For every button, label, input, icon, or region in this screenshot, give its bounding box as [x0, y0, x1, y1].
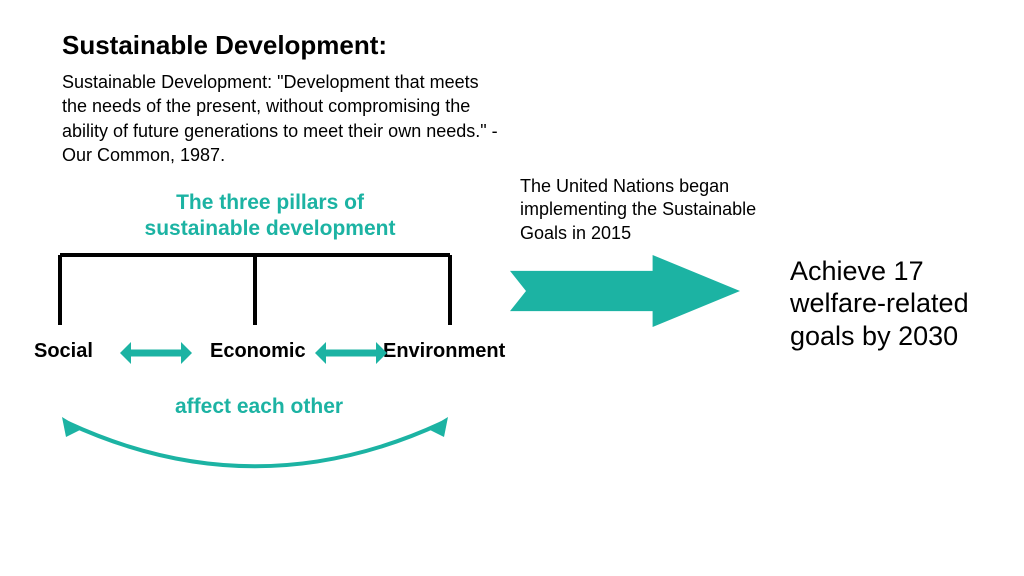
pillar-social-label: Social	[34, 340, 93, 363]
pillars-heading-line1: The three pillars of	[176, 191, 364, 214]
big-arrow-icon	[510, 255, 740, 327]
goal-line1: Achieve 17	[790, 256, 924, 286]
curved-double-arrow-icon	[50, 415, 460, 485]
pillars-heading: The three pillars of sustainable develop…	[130, 190, 410, 243]
pillar-economic-label: Economic	[210, 340, 306, 363]
definition-text: Sustainable Development: "Development th…	[62, 70, 502, 167]
un-implementation-text: The United Nations began implementing th…	[520, 175, 770, 245]
goal-line2: welfare-related	[790, 288, 969, 318]
double-arrow-icon	[315, 342, 387, 364]
goal-text: Achieve 17 welfare-related goals by 2030	[790, 255, 1020, 352]
pillars-heading-line2: sustainable development	[145, 217, 396, 240]
bracket-diagram	[50, 250, 460, 330]
double-arrow-icon	[120, 342, 192, 364]
pillar-environment-label: Environment	[383, 340, 505, 363]
page-title: Sustainable Development:	[62, 30, 387, 61]
goal-line3: goals by 2030	[790, 321, 958, 351]
